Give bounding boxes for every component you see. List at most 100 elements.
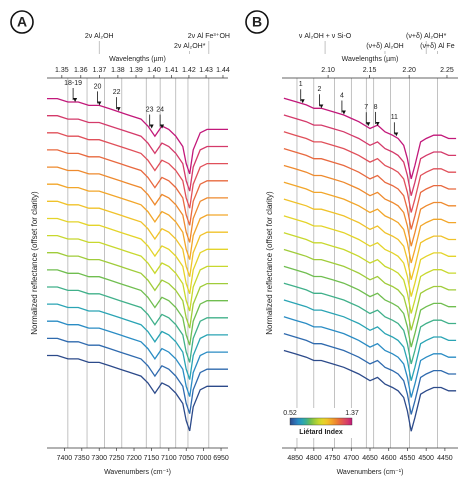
x-tick-label: 4600 bbox=[381, 455, 397, 462]
y-axis-label: Normalized reflectance (offset for clari… bbox=[265, 191, 274, 335]
x-tick-label: 7250 bbox=[109, 455, 125, 462]
x-tick-label: 4850 bbox=[287, 455, 303, 462]
annotation: 2ν Al Fe³⁺OH bbox=[188, 33, 230, 40]
spectrum bbox=[283, 265, 457, 348]
x2-tick-label: 1.43 bbox=[199, 67, 213, 74]
x2-tick-label: 1.42 bbox=[182, 67, 196, 74]
spectrum bbox=[283, 181, 457, 264]
panel-badge bbox=[245, 10, 269, 34]
arrow-label: 23 bbox=[146, 106, 154, 113]
x2-tick-label: 2.15 bbox=[363, 67, 377, 74]
x-tick-label: 4450 bbox=[437, 455, 453, 462]
panel-letter: B bbox=[252, 14, 262, 30]
spectrum bbox=[283, 114, 457, 196]
arrow-label: 24 bbox=[156, 106, 164, 113]
annotation: ν Al₂OH + ν Si-O bbox=[299, 33, 352, 40]
spectrum bbox=[47, 354, 228, 432]
arrow-label: 11 bbox=[391, 114, 398, 121]
x2-tick-label: 1.39 bbox=[129, 67, 143, 74]
arrow-label: 1 bbox=[299, 81, 303, 88]
spectrum bbox=[47, 149, 228, 226]
x-tick-label: 7000 bbox=[196, 455, 212, 462]
x-tick-label: 4650 bbox=[362, 455, 378, 462]
x-tick-label: 4750 bbox=[325, 455, 341, 462]
spectrum bbox=[283, 147, 457, 230]
colorbar-max: 1.37 bbox=[345, 410, 359, 417]
colorbar-label: Liétard Index bbox=[299, 429, 343, 436]
spectrum bbox=[283, 316, 457, 398]
x-tick-label: 7400 bbox=[57, 455, 73, 462]
x2-tick-label: 1.41 bbox=[165, 67, 179, 74]
arrow-label: 4 bbox=[340, 92, 344, 99]
spectrum bbox=[47, 286, 228, 363]
panel-badge bbox=[10, 10, 34, 34]
annotation: (ν+δ) Al₂OH* bbox=[406, 33, 447, 40]
spectrum bbox=[47, 269, 228, 346]
x-tick-label: 7300 bbox=[91, 455, 107, 462]
spectrum bbox=[47, 303, 228, 380]
spectrum bbox=[47, 200, 228, 277]
spectrum bbox=[47, 234, 228, 312]
spectrum bbox=[47, 97, 228, 175]
x2-tick-label: 2.20 bbox=[402, 67, 416, 74]
spectrum bbox=[47, 132, 228, 209]
spectrum bbox=[283, 198, 457, 280]
x-tick-label: 7050 bbox=[178, 455, 194, 462]
panel: A 7400 7350 7300 7250 7200 7150 7100 7050 7000 695… bbox=[10, 10, 230, 476]
annotation: 2ν Al₂OH* bbox=[174, 43, 206, 50]
panel-letter: A bbox=[17, 14, 27, 30]
x2-tick-label: 2.25 bbox=[440, 67, 454, 74]
x2-tick-label: 2.10 bbox=[321, 67, 335, 74]
x-tick-label: 4800 bbox=[306, 455, 322, 462]
y-axis-label: Normalized reflectance (offset for clari… bbox=[30, 191, 39, 335]
spectrum bbox=[283, 282, 457, 365]
x2-axis-label: Wavelengths (µm) bbox=[342, 56, 399, 63]
x-axis-label: Wavenumbers (cm⁻¹) bbox=[104, 469, 171, 476]
spectrum bbox=[283, 131, 457, 213]
x2-tick-label: 1.44 bbox=[216, 67, 230, 74]
x-tick-label: 7350 bbox=[74, 455, 90, 462]
annotation: (ν+δ) Al Fe bbox=[420, 43, 455, 50]
x2-tick-label: 1.38 bbox=[111, 67, 125, 74]
x-tick-label: 4550 bbox=[400, 455, 416, 462]
arrow-label: 7 bbox=[364, 104, 368, 111]
spectrum bbox=[283, 299, 457, 381]
spectrum bbox=[283, 232, 457, 314]
spectrum bbox=[47, 183, 228, 260]
spectrum bbox=[283, 332, 457, 415]
spectrum bbox=[47, 115, 228, 192]
colorbar bbox=[289, 417, 353, 426]
x2-tick-label: 1.37 bbox=[93, 67, 107, 74]
arrow-label: 22 bbox=[113, 89, 121, 96]
spectrum bbox=[283, 164, 457, 247]
arrow-label: 20 bbox=[94, 83, 102, 90]
x-tick-label: 7200 bbox=[126, 455, 142, 462]
x2-axis-label: Wavelengths (µm) bbox=[109, 56, 166, 63]
x2-tick-label: 1.36 bbox=[74, 67, 88, 74]
x-axis-label: Wavenumbers (cm⁻¹) bbox=[337, 469, 404, 476]
arrow-label: 8 bbox=[374, 104, 378, 111]
x2-tick-label: 1.35 bbox=[55, 67, 69, 74]
spectrum bbox=[47, 320, 228, 397]
annotation: 2ν Al₂OH bbox=[85, 33, 114, 40]
spectrum bbox=[47, 166, 228, 243]
annotation: (ν+δ) Al₂OH bbox=[366, 43, 404, 50]
spectrum bbox=[47, 252, 228, 329]
spectrum bbox=[283, 349, 457, 432]
x-tick-label: 4500 bbox=[418, 455, 434, 462]
arrow-label: 2 bbox=[317, 86, 321, 93]
spectrum bbox=[283, 248, 457, 331]
panel: B 4850 4800 4750 4700 4650 4600 4550 4500 4450 2.1… bbox=[245, 10, 458, 476]
arrow-label: 18-19 bbox=[64, 80, 82, 87]
x-tick-label: 4700 bbox=[343, 455, 359, 462]
spectrum bbox=[47, 217, 228, 295]
spectrum bbox=[283, 97, 457, 180]
spectrum bbox=[47, 337, 228, 414]
x-tick-label: 7150 bbox=[144, 455, 160, 462]
x2-tick-label: 1.40 bbox=[147, 67, 161, 74]
spectrum bbox=[283, 215, 457, 297]
x-tick-label: 6950 bbox=[213, 455, 229, 462]
colorbar-min: 0.52 bbox=[283, 410, 297, 417]
x-tick-label: 7100 bbox=[161, 455, 177, 462]
